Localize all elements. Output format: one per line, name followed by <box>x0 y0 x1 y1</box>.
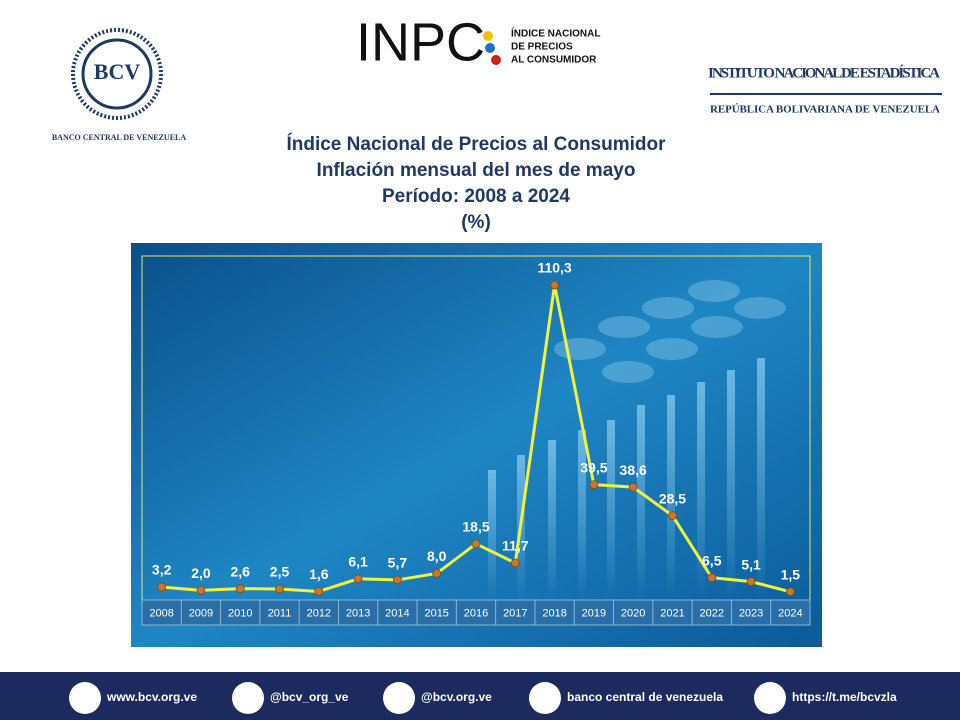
data-label: 1,6 <box>309 566 329 582</box>
x-tick-label: 2019 <box>582 607 606 619</box>
x-tick-label: 2020 <box>621 607 645 619</box>
chart-background <box>131 243 822 647</box>
plot: 2008 2009 2010 2011 2012 2013 2014 2015 2016 2017… <box>141 260 811 626</box>
data-point <box>668 511 677 521</box>
inpc-name: ÍNDICE NACIONAL <box>511 27 600 40</box>
x-tick-label: 2022 <box>700 607 724 619</box>
chart-title: Inflación mensual del mes de mayo <box>317 160 636 181</box>
data-label: 1,5 <box>781 566 801 582</box>
footer-icons <box>69 682 786 714</box>
x-tick-label: 2024 <box>778 607 802 619</box>
inpc-logo: INPC ÍNDICE NACIONAL DE PRECIOS AL CONSU… <box>356 12 600 72</box>
x-tick-label: 2012 <box>307 607 331 619</box>
bcv-name: BANCO CENTRAL DE VENEZUELA <box>52 133 187 142</box>
x-tick-label: 2014 <box>385 607 409 619</box>
data-label: 110,3 <box>537 260 571 276</box>
x-tick-label: 2011 <box>268 607 292 619</box>
data-point <box>196 585 206 595</box>
data-label: 6,5 <box>702 552 722 568</box>
data-point <box>393 575 402 585</box>
ine-name: INSTITUTO NACIONAL DE ESTADÍSTICA <box>708 64 940 81</box>
data-point <box>314 587 324 596</box>
data-point <box>157 582 167 592</box>
footer-link: @bcv.org.ve <box>421 690 492 704</box>
inpc-name: AL CONSUMIDOR <box>511 55 597 66</box>
data-label: 39,5 <box>580 459 607 475</box>
x-tick-label: 2010 <box>228 607 252 619</box>
data-point <box>628 482 638 492</box>
data-label: 18,5 <box>462 519 489 535</box>
category-row <box>141 599 811 626</box>
chart-title: Índice Nacional de Precios al Consumidor <box>286 133 666 155</box>
data-point <box>550 280 559 290</box>
footer-link: @bcv_org_ve <box>270 690 349 704</box>
data-label: 28,5 <box>659 490 686 506</box>
data-label: 11,7 <box>502 538 529 554</box>
data-point <box>785 587 795 597</box>
bcv-logo-text: BCV <box>94 59 141 84</box>
data-point <box>235 584 245 594</box>
data-label: 2,0 <box>191 565 211 581</box>
bcv-logo: BCV BANCO CENTRAL DE VENEZUELA <box>52 28 187 142</box>
data-point <box>510 558 520 568</box>
x-tick-label: 2008 <box>149 607 173 619</box>
ine-country: REPÚBLICA BOLIVARIANA DE VENEZUELA <box>710 104 940 116</box>
data-point <box>353 574 363 584</box>
ine-logo: INSTITUTO NACIONAL DE ESTADÍSTICA REPÚBL… <box>708 64 942 116</box>
data-point <box>707 573 717 583</box>
x-tick-label: 2023 <box>739 607 763 619</box>
data-label: 2,6 <box>231 563 251 579</box>
data-point <box>471 539 481 549</box>
footer-link: https://t.me/bcvzla <box>792 690 897 704</box>
x-tick-label: 2021 <box>660 607 684 619</box>
inpc-logo-text: INPC <box>356 12 485 72</box>
data-label: 5,1 <box>741 556 761 572</box>
footer-bar <box>0 672 960 720</box>
x-tick-label: 2009 <box>189 607 213 619</box>
x-tick-label: 2017 <box>503 607 527 619</box>
footer-link: www.bcv.org.ve <box>106 690 197 704</box>
data-point <box>432 569 442 578</box>
data-label: 3,2 <box>152 562 172 578</box>
data-label: 8,0 <box>427 548 447 564</box>
data-label: 6,1 <box>348 554 368 570</box>
chart-title: Período: 2008 a 2024 <box>382 186 570 207</box>
x-tick-label: 2018 <box>542 607 566 619</box>
data-point <box>746 577 756 587</box>
data-point <box>589 480 599 490</box>
footer-link: banco central de venezuela <box>567 690 723 704</box>
data-label: 38,6 <box>620 462 647 478</box>
x-tick-label: 2015 <box>424 607 448 619</box>
x-tick-label: 2016 <box>464 607 488 619</box>
data-label: 5,7 <box>388 555 408 571</box>
x-tick-label: 2013 <box>346 607 370 619</box>
inpc-name: DE PRECIOS <box>511 42 573 53</box>
data-label: 2,5 <box>270 564 290 580</box>
data-point <box>275 584 284 594</box>
chart-title: (%) <box>461 212 491 233</box>
